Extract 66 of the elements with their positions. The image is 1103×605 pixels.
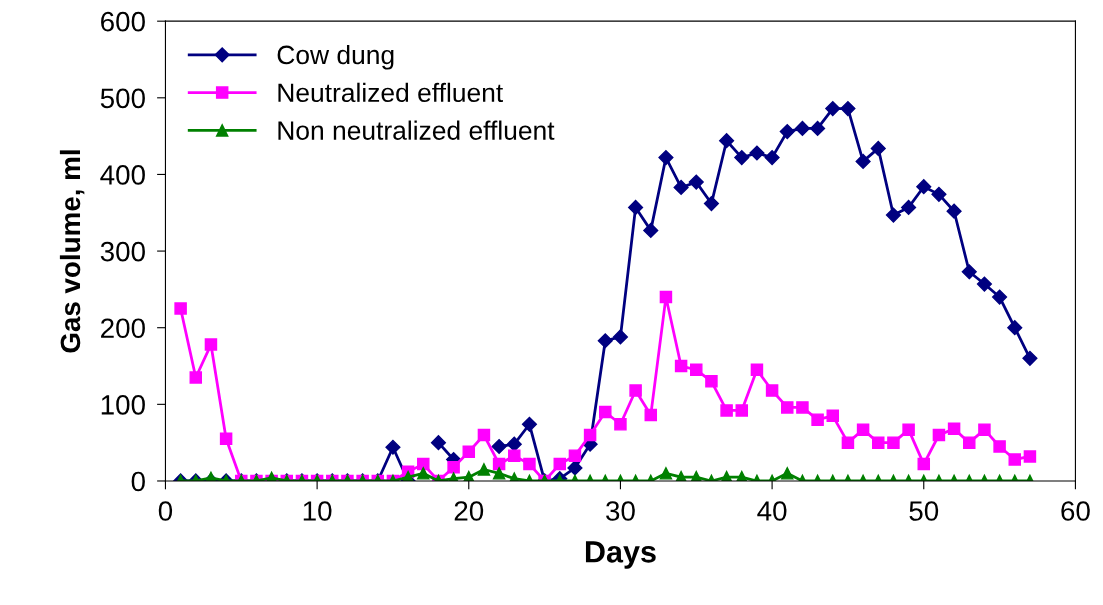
point: [597, 333, 613, 349]
point: [629, 384, 642, 397]
x-tick-label: 0: [158, 501, 173, 521]
point: [1007, 320, 1023, 336]
point: [189, 371, 203, 384]
point: [703, 195, 720, 212]
point: [781, 401, 794, 414]
x-axis-title: Days: [585, 541, 656, 569]
point: [734, 150, 750, 166]
point: [916, 179, 932, 195]
point: [658, 150, 674, 166]
point: [1022, 350, 1038, 366]
legend-label: Neutralized effluent: [278, 82, 503, 103]
point: [674, 359, 688, 373]
point: [811, 413, 824, 426]
point: [750, 363, 764, 377]
point: [204, 338, 218, 351]
legend-label: Cow dung: [277, 44, 394, 70]
point: [705, 375, 718, 388]
point: [673, 179, 689, 196]
point: [976, 276, 992, 292]
point: [521, 416, 538, 432]
point: [992, 289, 1008, 305]
y-axis-title: Gas volume, ml: [59, 150, 85, 353]
point: [644, 408, 658, 422]
point: [749, 145, 765, 161]
y-tick-label: 300: [100, 241, 145, 262]
point: [659, 290, 673, 304]
x-tick-label: 40: [757, 501, 787, 521]
point: [174, 302, 187, 315]
point: [719, 133, 735, 149]
point: [779, 123, 795, 140]
point: [735, 404, 749, 417]
point: [870, 140, 886, 156]
point: [855, 153, 871, 169]
point: [688, 174, 704, 190]
point: [810, 120, 826, 137]
x-tick-label: 30: [606, 501, 635, 521]
y-tick-label: 500: [100, 88, 145, 109]
point: [599, 405, 612, 419]
point: [885, 207, 902, 223]
legend-label: Non neutralized effluent: [278, 120, 555, 140]
point: [825, 100, 841, 117]
y-tick-label: 600: [101, 11, 145, 32]
point: [628, 199, 644, 215]
point: [765, 384, 779, 397]
point: [794, 120, 811, 137]
x-tick-label: 60: [1061, 501, 1090, 521]
y-tick-label: 100: [101, 395, 145, 415]
point: [840, 100, 856, 117]
y-tick-label: 0: [131, 471, 145, 492]
point: [946, 203, 962, 219]
point: [643, 222, 659, 238]
point: [764, 150, 780, 166]
point: [612, 329, 629, 345]
y-tick-label: 200: [101, 318, 145, 339]
point: [796, 401, 809, 414]
point: [931, 186, 947, 202]
point: [901, 199, 917, 215]
x-tick-label: 10: [303, 501, 332, 521]
point: [961, 264, 977, 280]
point: [720, 404, 733, 417]
point: [690, 363, 703, 377]
y-tick-label: 400: [100, 165, 145, 185]
x-tick-label: 20: [454, 501, 484, 521]
x-tick-label: 50: [909, 501, 939, 521]
